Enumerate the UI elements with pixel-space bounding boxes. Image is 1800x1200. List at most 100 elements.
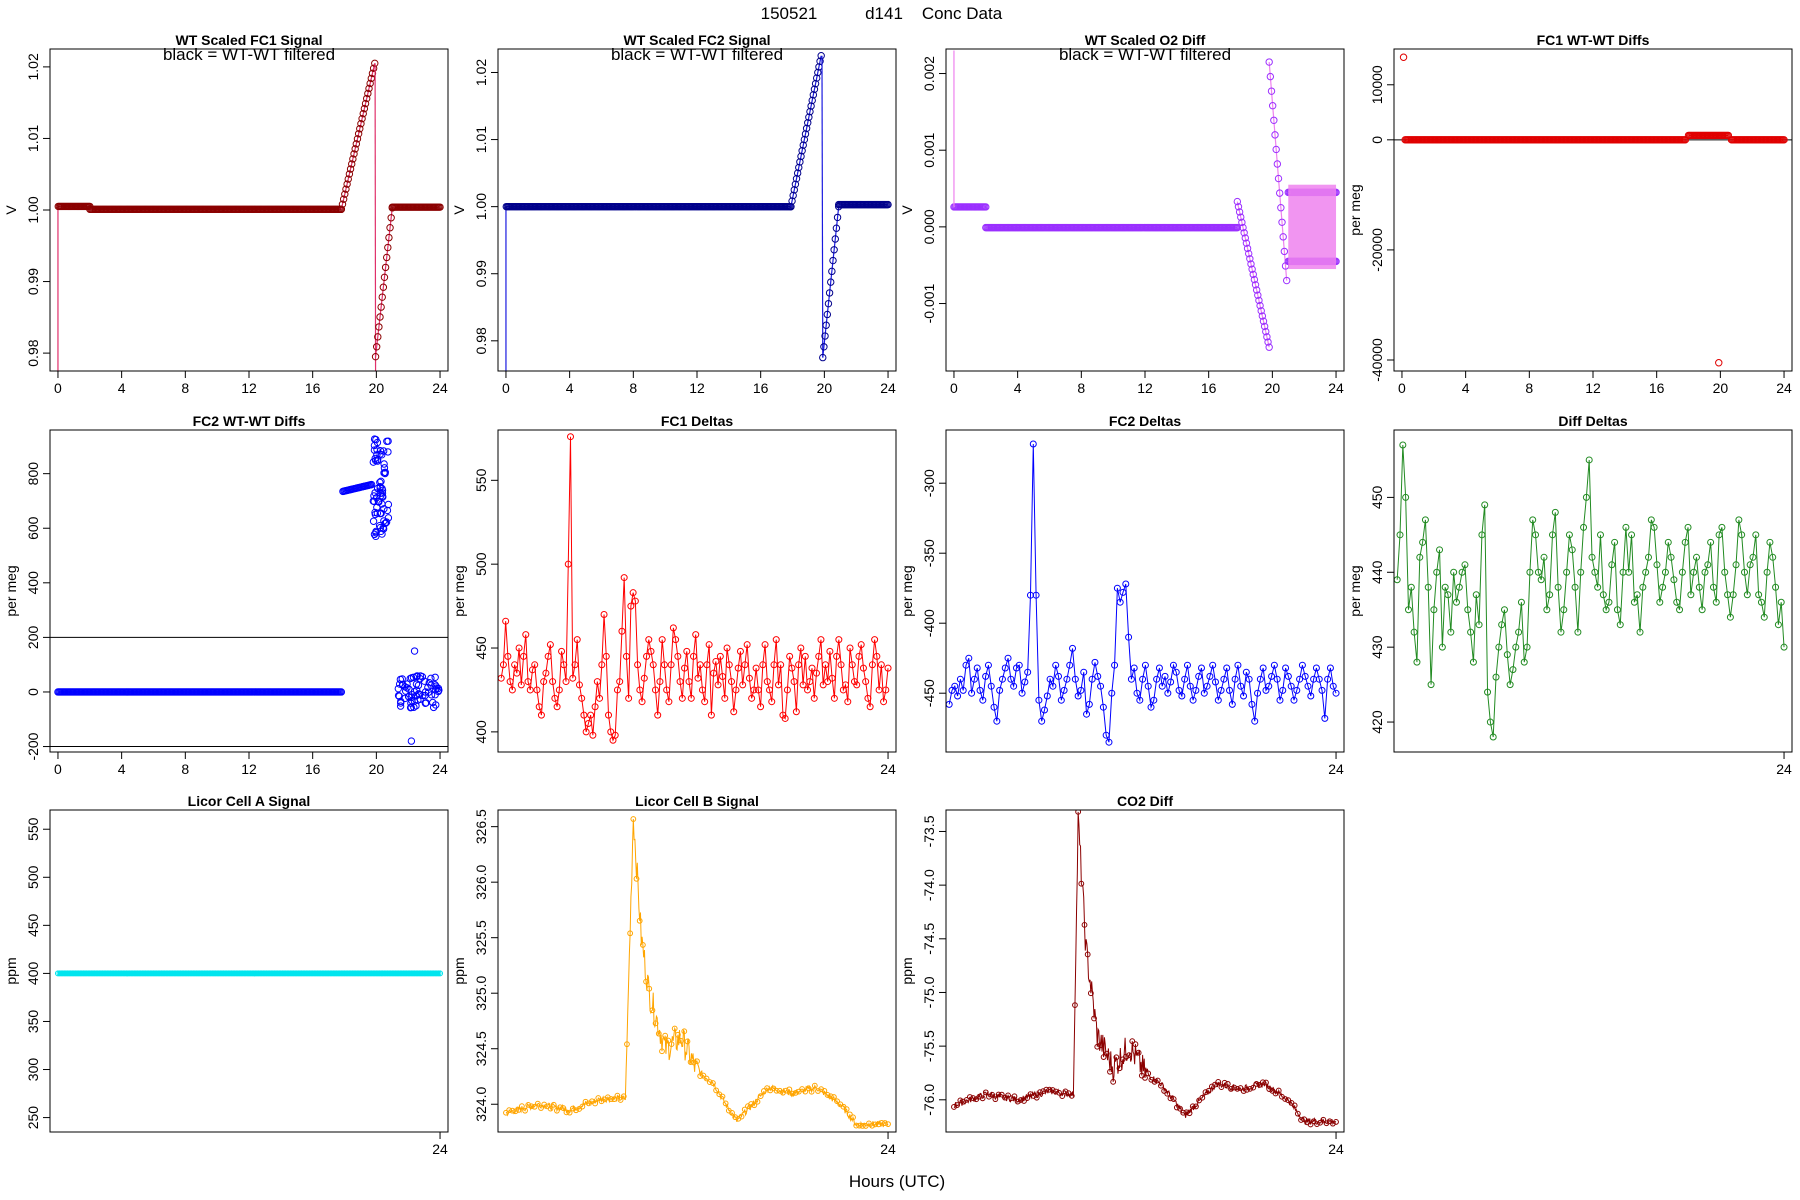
data-point-fc2d-83 <box>1178 692 1186 700</box>
data-point-fc2d-121 <box>1284 672 1292 680</box>
data-point-fc2d-76 <box>1158 682 1166 690</box>
data-point-fc2wt-cloud-1-61 <box>418 673 427 681</box>
data-point-fc1d-73 <box>660 661 668 669</box>
data-point-diffd-27 <box>1469 658 1477 666</box>
data-point-fc1d-113 <box>750 686 758 694</box>
data-point-fc1d-147 <box>826 647 834 655</box>
data-point-fc2sig-2-9 <box>797 152 805 161</box>
data-point-fc2wt-cloud-0-29 <box>380 469 388 477</box>
data-point-fc1d-85 <box>687 694 695 702</box>
data-point-fc1d-70 <box>654 711 662 719</box>
data-point-fc1sig-5-11 <box>384 243 392 252</box>
data-point-o2diff-2-3 <box>1237 213 1245 221</box>
data-point-fc1sig-5-4 <box>376 313 384 321</box>
data-point-fc2sig-2-12 <box>800 135 809 144</box>
y-tick-label-fc1d-3: 550 <box>473 468 489 492</box>
data-point-fc2sig-4-9 <box>829 256 837 265</box>
data-point-diffd-28 <box>1472 591 1480 599</box>
data-point-fc2d-59 <box>1111 661 1119 669</box>
data-point-diffd-62 <box>1568 546 1576 554</box>
data-point-fc2d-16 <box>990 703 998 711</box>
data-point-co2d-172 <box>1087 990 1094 997</box>
x-tick-label-fc1wt-4: 4 <box>1462 380 1470 396</box>
data-point-fc1d-115 <box>754 686 762 694</box>
data-point-licB-308 <box>748 1101 755 1107</box>
series-line-o2diff-3 <box>1268 61 1288 281</box>
data-point-fc1d-64 <box>640 674 648 682</box>
data-point-diffd-91 <box>1650 523 1658 531</box>
data-point-fc1d-165 <box>866 703 874 711</box>
data-point-fc1d-129 <box>786 652 794 660</box>
data-point-diffd-97 <box>1667 553 1675 561</box>
y-tick-label-licA-2: 350 <box>25 1010 41 1034</box>
data-point-licB-352 <box>783 1087 790 1094</box>
data-point-fc2d-44 <box>1069 644 1077 652</box>
data-point-fc2d-106 <box>1242 668 1250 676</box>
data-point-fc2d-6 <box>962 661 970 669</box>
data-point-licB-212 <box>671 1025 678 1032</box>
data-point-fc1sig-5-2 <box>374 333 382 341</box>
data-point-diffd-12 <box>1427 681 1435 689</box>
x-tick-label-fc2wt-4: 4 <box>118 761 126 777</box>
x-tick-label-o2diff-4: 4 <box>1014 380 1022 396</box>
data-point-diffd-4 <box>1404 606 1412 614</box>
x-tick-label-o2diff-0: 0 <box>950 380 958 396</box>
data-point-fc2d-40 <box>1057 696 1065 704</box>
data-point-fc2d-2 <box>951 682 959 690</box>
data-point-o2diff-2-25 <box>1262 327 1270 336</box>
data-point-fc2d-87 <box>1189 696 1197 704</box>
data-point-diffd-59 <box>1560 606 1568 614</box>
data-point-diffd-126 <box>1749 553 1757 561</box>
data-point-fc2sig-2-22 <box>811 79 820 88</box>
y-tick-label-diffd-2: 440 <box>1369 560 1385 584</box>
data-point-licB-316 <box>754 1098 761 1105</box>
data-point-co2d-268 <box>1164 1090 1171 1097</box>
data-point-licB-44 <box>538 1105 544 1111</box>
data-point-co2d-160 <box>1078 880 1085 887</box>
y-axis-label-fc2d: per meg <box>899 565 915 616</box>
data-point-fc1d-55 <box>620 574 628 582</box>
figure-title-label: Conc Data <box>922 4 1003 23</box>
data-point-co2d-372 <box>1247 1085 1253 1092</box>
data-point-diffd-54 <box>1546 591 1554 599</box>
y-tick-label-diffd-1: 430 <box>1369 635 1385 659</box>
data-point-fc2d-68 <box>1136 696 1144 704</box>
data-point-fc2d-103 <box>1234 661 1242 669</box>
data-point-fc1d-39 <box>584 719 592 727</box>
data-point-fc2wt-cloud-0-43 <box>380 460 388 468</box>
data-point-co2d-240 <box>1142 1075 1148 1081</box>
data-point-co2d-432 <box>1294 1110 1301 1117</box>
plot-frame-licA <box>49 809 449 1133</box>
x-tick-label-fc1sig-16: 16 <box>305 380 321 396</box>
data-point-fc1d-102 <box>725 661 733 669</box>
data-point-fc1sig-3-6 <box>344 175 352 183</box>
data-point-fc2d-122 <box>1287 682 1295 690</box>
data-point-fc1d-36 <box>578 694 586 702</box>
data-point-licB-460 <box>869 1122 876 1129</box>
data-point-co2d-232 <box>1135 1049 1142 1056</box>
data-point-licB-152 <box>624 1041 630 1048</box>
data-point-licB-276 <box>722 1100 729 1107</box>
data-point-fc2d-14 <box>984 661 992 669</box>
y-tick-label-fc2sig-3: 1.01 <box>473 126 489 153</box>
data-point-diffd-108 <box>1698 606 1706 614</box>
data-point-fc1d-123 <box>772 636 780 644</box>
data-point-fc2d-129 <box>1307 692 1315 700</box>
data-point-licB-208 <box>668 1041 675 1048</box>
data-point-o2diff-2-16 <box>1251 281 1260 289</box>
data-point-co2d-304 <box>1193 1103 1199 1110</box>
data-point-licB-4 <box>506 1107 513 1114</box>
x-tick-label-fc1sig-20: 20 <box>369 380 385 396</box>
data-point-co2d-416 <box>1282 1096 1288 1102</box>
data-point-diffd-94 <box>1659 583 1667 591</box>
data-point-diffd-69 <box>1588 553 1596 561</box>
y-tick-label-co2d-1: -75.5 <box>921 1030 937 1062</box>
data-point-fc1d-98 <box>716 652 724 660</box>
data-point-co2d-428 <box>1291 1102 1298 1109</box>
data-point-fc1d-76 <box>667 661 675 669</box>
x-tick-label-fc1wt-24: 24 <box>1776 380 1792 396</box>
data-point-diffd-116 <box>1721 568 1729 576</box>
data-point-o2diff-2-15 <box>1250 275 1259 284</box>
data-point-fc1sig-3-26 <box>367 74 376 83</box>
